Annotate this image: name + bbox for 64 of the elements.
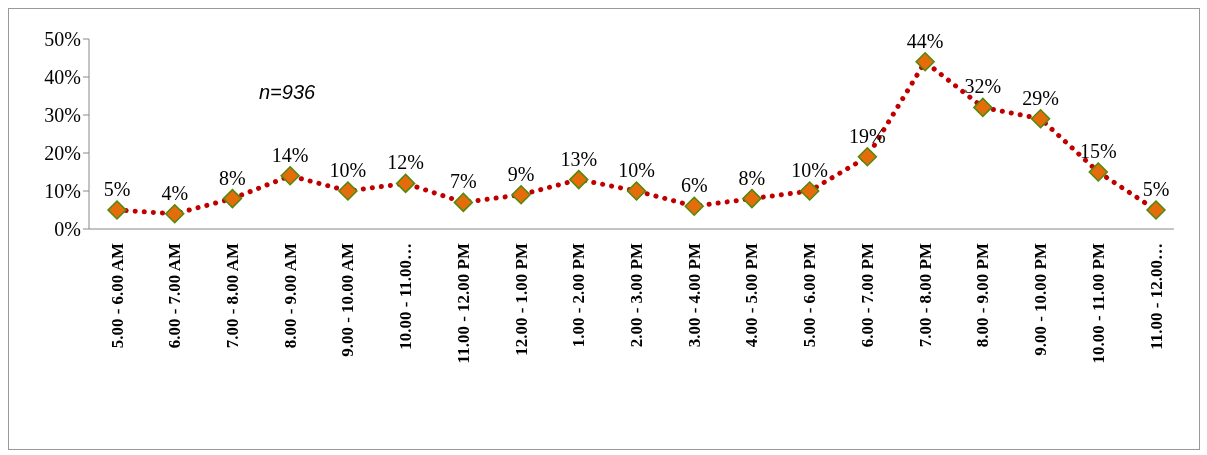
x-tick-label: 2.00 - 3.00 PM	[627, 243, 646, 348]
text: 9%	[507, 162, 535, 185]
x-tick-label: 11.00 - 12.00…	[1146, 243, 1166, 350]
x-tick-label: 6.00 - 7.00 AM	[165, 243, 185, 349]
y-tick-label: 40%	[44, 66, 81, 89]
text: 44%	[906, 29, 944, 52]
text: 6%	[680, 174, 708, 197]
x-tick-label: 12.00 - 1.00 PM	[511, 243, 531, 356]
y-tick-label: 30%	[44, 104, 81, 127]
x-tick-label: 9.00 - 10.00 AM	[338, 243, 358, 357]
text: 5%	[103, 178, 131, 200]
point	[511, 185, 531, 205]
point	[915, 52, 935, 72]
x-tick-label: 8.00 - 9.00 AM	[280, 243, 300, 349]
annotation: n=936	[259, 81, 316, 104]
y-tick-label: 10%	[44, 180, 81, 203]
y-tick-label: 50%	[44, 28, 81, 51]
point	[1146, 200, 1166, 220]
point	[222, 188, 243, 209]
point	[857, 147, 878, 167]
point	[1088, 162, 1109, 182]
point	[626, 181, 647, 201]
x-tick-label: 1.00 - 2.00 PM	[569, 243, 589, 348]
text: 10%	[618, 159, 655, 181]
x-tick-label: 10.00 - 11.00…	[396, 243, 416, 350]
text: 29%	[1022, 86, 1059, 109]
x-tick-label: 9.00 - 10.00 PM	[1031, 243, 1051, 356]
x-tick-label: 10.00 - 11.00 PM	[1088, 243, 1108, 364]
text: 5%	[1142, 178, 1170, 200]
point	[569, 169, 589, 190]
x-tick-label: 4.00 - 5.00 PM	[742, 243, 762, 348]
x-tick-label: 7.00 - 8.00 AM	[222, 243, 242, 349]
text: 19%	[849, 124, 886, 147]
text: 13%	[560, 147, 598, 170]
point	[280, 166, 300, 186]
text: 14%	[271, 143, 309, 166]
point	[973, 97, 993, 118]
point	[107, 200, 127, 220]
x-tick-label: 6.00 - 7.00 PM	[857, 243, 877, 348]
point	[453, 192, 474, 213]
text: 10%	[791, 159, 828, 181]
x-tick-label: 8.00 - 9.00 PM	[973, 243, 993, 348]
text: 8%	[738, 166, 766, 189]
text: 32%	[964, 75, 1002, 98]
x-tick-label: 11.00 - 12.00 PM	[453, 243, 473, 364]
point	[164, 204, 185, 224]
point	[338, 181, 358, 201]
point	[742, 188, 762, 209]
point	[395, 173, 416, 194]
text: 15%	[1079, 140, 1117, 162]
point	[799, 181, 820, 201]
x-tick-label: 5.00 - 6.00 AM	[107, 243, 127, 349]
text: 4%	[161, 181, 189, 204]
x-tick-label: 3.00 - 4.00 PM	[684, 243, 704, 348]
point	[1030, 109, 1051, 129]
text: 10%	[329, 159, 367, 181]
text: 12%	[387, 151, 424, 174]
y-tick-label: 0%	[54, 218, 81, 241]
point	[684, 196, 704, 216]
text: 7%	[450, 170, 477, 193]
x-tick-label: 7.00 - 8.00 PM	[915, 243, 935, 348]
y-tick-label: 20%	[44, 142, 81, 165]
text: 8%	[219, 166, 246, 189]
x-tick-label: 5.00 - 6.00 PM	[800, 243, 820, 348]
